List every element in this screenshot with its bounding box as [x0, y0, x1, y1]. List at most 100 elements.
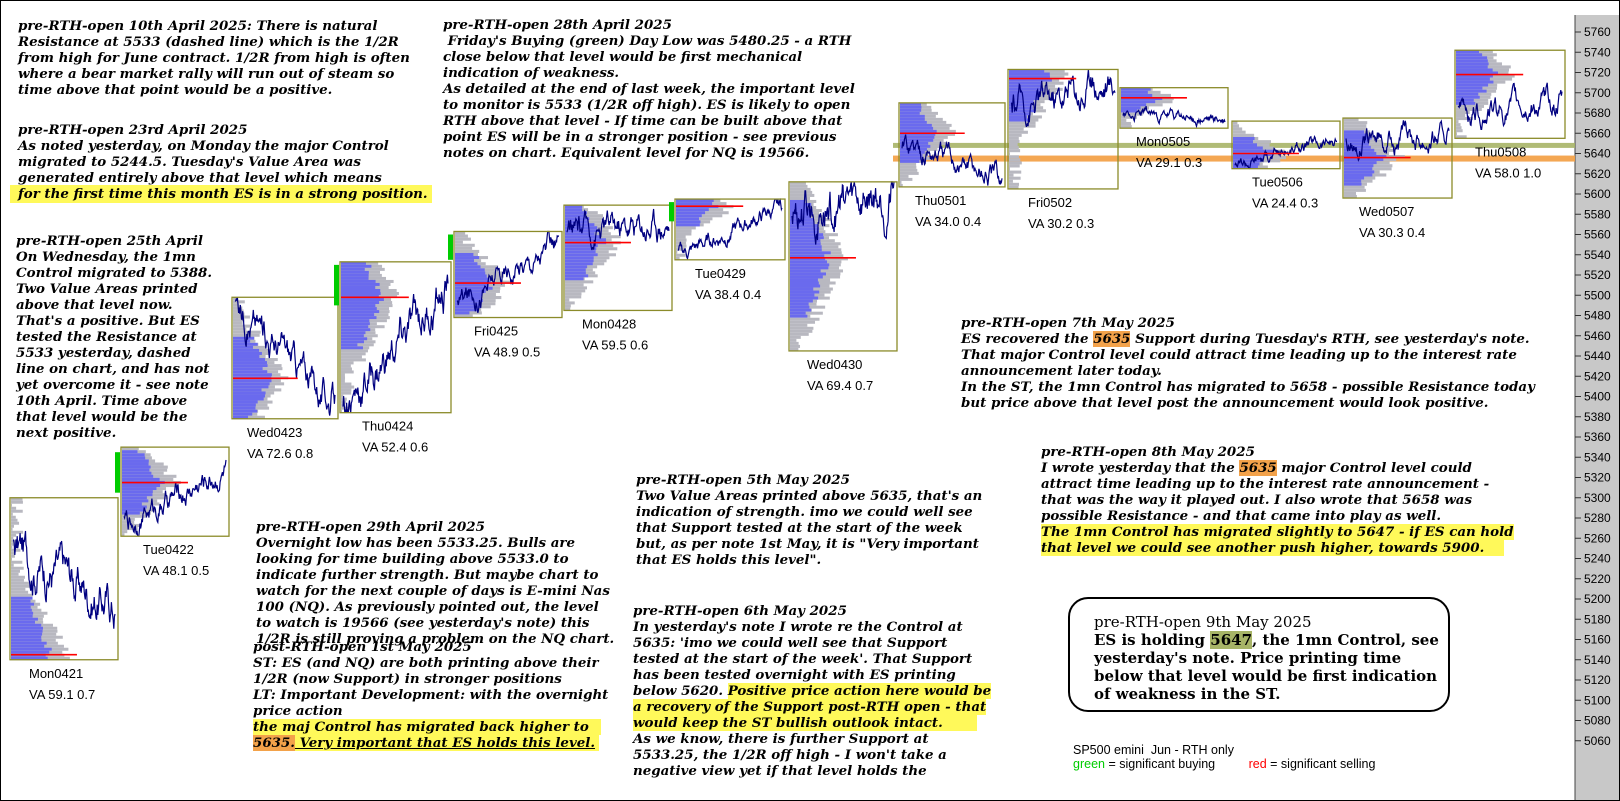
- note-line: possible Resistance - and that came into…: [1041, 508, 1442, 524]
- session-label: Mon0428: [582, 316, 636, 331]
- profile-bar: [790, 181, 806, 185]
- value-area-bar: [341, 334, 364, 338]
- value-area-bar: [341, 340, 364, 344]
- value-area-bar: [11, 617, 38, 621]
- value-area-bar: [790, 257, 826, 261]
- value-area-bar: [341, 313, 375, 317]
- profile-bar: [1233, 133, 1255, 137]
- value-area-bar: [565, 226, 598, 230]
- value-area-bar: [1456, 77, 1490, 81]
- profile-bar: [790, 196, 811, 200]
- session-label: Tue0422: [143, 542, 194, 557]
- note-title: pre-RTH-open 9th May 2025: [1094, 613, 1312, 631]
- profile-bar: [341, 394, 344, 398]
- value-area-bar: [11, 650, 50, 654]
- profile-bar: [790, 184, 808, 188]
- value-area-bar: [122, 496, 147, 500]
- value-area-bar: [790, 305, 810, 309]
- y-tick-label: 5520: [1584, 268, 1611, 282]
- legend-green-text: = significant buying: [1104, 757, 1216, 771]
- value-area-bar: [455, 262, 478, 266]
- note-text: Support during Tuesday's RTH, see yester…: [1130, 331, 1530, 347]
- note-line: 1/2R is still proving a problem on the N…: [256, 631, 615, 647]
- value-area-bar: [1009, 118, 1030, 122]
- value-area-bar: [1009, 112, 1031, 116]
- value-area-bar: [233, 364, 268, 368]
- legend-colors: green = significant buying red = signifi…: [1073, 757, 1375, 771]
- profile-bar: [1009, 130, 1028, 134]
- note-line: indication of weakness.: [443, 65, 620, 81]
- profile-bar: [790, 341, 799, 345]
- value-area-bar: [122, 474, 154, 478]
- note-line: below 5620. Positive price action here w…: [633, 683, 992, 699]
- value-area-bar: [1344, 161, 1377, 165]
- note-highlight-orange: 5635: [1239, 460, 1277, 476]
- value-area-bar: [341, 282, 380, 286]
- profile-bar: [11, 521, 20, 525]
- value-area-bar: [790, 227, 820, 231]
- note-highlight-row: the maj Control has migrated back higher…: [253, 719, 608, 735]
- value-area-bar: [233, 400, 258, 404]
- value-area-bar: [1009, 84, 1042, 88]
- profile-bar: [1009, 127, 1024, 131]
- value-area-bar: [455, 274, 487, 278]
- value-area-bar: [341, 316, 377, 320]
- profile-bar: [1009, 182, 1020, 186]
- buying-tail-marker: [448, 234, 453, 260]
- value-area-bar: [11, 632, 43, 636]
- y-tick-label: 5540: [1584, 248, 1611, 262]
- value-area-bar: [341, 328, 371, 332]
- profile-bar: [790, 338, 797, 342]
- profile-bar: [122, 514, 147, 518]
- value-area-bar: [341, 304, 376, 308]
- value-area-bar: [11, 638, 42, 642]
- note-line: that was the way it played out. I also w…: [1041, 492, 1472, 508]
- value-area-bar: [455, 286, 493, 290]
- profile-bar: [11, 536, 14, 540]
- note-highlight-olive: 5647: [1210, 631, 1253, 649]
- value-area-bar: [790, 293, 815, 297]
- value-area-bar: [900, 108, 922, 112]
- profile-bar: [341, 358, 366, 362]
- value-area-bar: [565, 277, 584, 281]
- y-tick-label: 5340: [1584, 450, 1611, 464]
- value-area-bar: [455, 311, 470, 315]
- value-area-bar: [1009, 100, 1034, 104]
- value-area-bar: [1456, 62, 1489, 66]
- session-box: [120, 446, 230, 537]
- value-area-bar: [1009, 81, 1042, 85]
- value-area-bar: [900, 105, 922, 109]
- value-area-bar: [233, 415, 249, 419]
- value-area-bar: [341, 270, 369, 274]
- profile-bar: [1456, 132, 1457, 136]
- y-tick-label: 5580: [1584, 207, 1611, 221]
- value-area-bar: [341, 276, 369, 280]
- value-area-bar: [790, 275, 823, 279]
- value-area-bar: [1456, 86, 1483, 90]
- note-line: yesterday's note. Price printing time: [1094, 649, 1402, 667]
- profile-bar: [233, 303, 240, 307]
- value-area-bar: [233, 391, 266, 395]
- value-area-bar: [1121, 103, 1147, 107]
- note-line: where a bear market rally will run out o…: [18, 66, 395, 82]
- legend-instrument: SP500 emini Jun - RTH only: [1073, 743, 1234, 757]
- value-area-bar: [455, 302, 481, 306]
- profile-bar: [1009, 133, 1022, 137]
- session-va-label: VA 59.5 0.6: [582, 337, 648, 352]
- value-area-bar: [1456, 89, 1487, 93]
- value-area-bar: [565, 220, 588, 224]
- note-highlight: a recovery of the Support post-RTH open …: [633, 699, 987, 715]
- profile-bar: [565, 280, 594, 284]
- value-area-bar: [11, 626, 43, 630]
- value-area-bar: [790, 233, 824, 237]
- value-area-bar: [341, 322, 370, 326]
- value-area-bar: [122, 453, 145, 457]
- session-box: [1231, 120, 1341, 170]
- value-area-bar: [565, 274, 589, 278]
- value-area-bar: [1009, 78, 1052, 82]
- y-tick-label: 5260: [1584, 531, 1611, 545]
- profile-bar: [1456, 110, 1470, 115]
- profile-bar: [11, 560, 23, 564]
- note-line: As detailed at the end of last week, the…: [443, 81, 855, 97]
- profile-bar: [341, 382, 352, 386]
